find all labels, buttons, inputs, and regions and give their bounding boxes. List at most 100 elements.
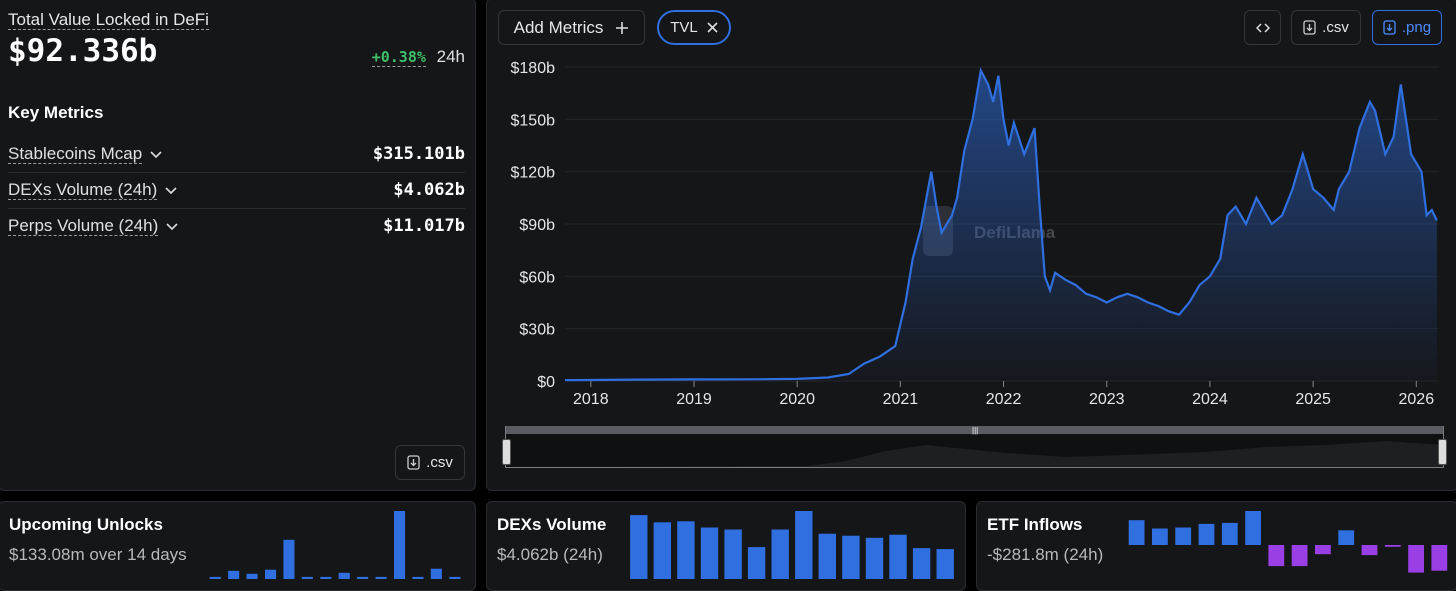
- dex-volume-bar: [771, 529, 789, 579]
- tvl-chip-label: TVL: [670, 19, 698, 36]
- metric-value-dex-volume: $4.062b: [393, 180, 465, 200]
- dex-volume-bar: [912, 548, 931, 579]
- tvl-change: +0.38% 24h: [371, 47, 465, 67]
- download-file-icon: [407, 455, 420, 470]
- x-tick-label: 2018: [573, 391, 609, 408]
- range-brush[interactable]: |||: [502, 426, 1447, 468]
- etf-flow-bar: [1384, 545, 1401, 547]
- etf-flow-bar: [1245, 511, 1261, 545]
- brush-left-handle[interactable]: [502, 439, 511, 465]
- unlock-bar: [338, 572, 350, 579]
- etf-flow-bar: [1315, 545, 1331, 555]
- etf-flow-bar: [1268, 545, 1285, 567]
- x-tick-label: 2024: [1192, 391, 1228, 408]
- x-tick-label: 2021: [883, 391, 919, 408]
- unlocks-title: Upcoming Unlocks: [9, 515, 163, 534]
- dex-volume-panel[interactable]: DEXs Volume $4.062b (24h): [486, 501, 966, 591]
- dex-volume-bar: [865, 537, 884, 579]
- chart-csv-label: .csv: [1322, 19, 1349, 36]
- embed-button[interactable]: [1244, 10, 1281, 45]
- dex-volume-bar: [677, 521, 695, 579]
- tvl-csv-button[interactable]: .csv: [395, 445, 465, 480]
- etf-flow-bar: [1221, 522, 1238, 545]
- tvl-csv-label: .csv: [426, 454, 453, 471]
- unlock-bar: [228, 570, 240, 579]
- tvl-title[interactable]: Total Value Locked in DeFi: [8, 10, 209, 30]
- dex-volume-bar: [630, 515, 648, 579]
- dex-volume-bar: [700, 527, 719, 579]
- unlock-bar: [209, 576, 221, 579]
- tvl-summary-panel: Total Value Locked in DeFi $92.336b +0.3…: [0, 0, 476, 491]
- etf-flow-bar: [1408, 545, 1424, 573]
- y-tick-label: $180b: [511, 60, 556, 77]
- tvl-chip[interactable]: TVL: [657, 10, 731, 45]
- chevron-down-icon[interactable]: [150, 150, 162, 159]
- metric-row-perps-volume[interactable]: Perps Volume (24h) $11.017b: [8, 208, 465, 244]
- brush-preview-area: [506, 441, 1443, 467]
- y-tick-label: $30b: [519, 322, 555, 339]
- dex-volume-subtitle: $4.062b (24h): [497, 545, 603, 564]
- upcoming-unlocks-panel[interactable]: Upcoming Unlocks $133.08m over 14 days: [0, 501, 476, 591]
- x-tick-label: 2023: [1089, 391, 1125, 408]
- y-tick-label: $150b: [511, 112, 556, 129]
- etf-inflows-panel[interactable]: ETF Inflows -$281.8m (24h): [976, 501, 1456, 591]
- etf-flow-bar: [1128, 520, 1145, 545]
- add-metrics-button[interactable]: Add Metrics: [498, 10, 645, 45]
- chart-png-button[interactable]: .png: [1372, 10, 1442, 45]
- unlock-bar: [301, 576, 313, 579]
- dex-volume-bar: [842, 535, 860, 579]
- y-tick-label: $90b: [519, 217, 555, 234]
- etf-flow-bar: [1152, 528, 1168, 545]
- x-tick-label: 2019: [676, 391, 712, 408]
- unlock-bar: [449, 576, 461, 579]
- chevron-down-icon[interactable]: [165, 186, 177, 195]
- dex-volume-bar: [889, 534, 907, 579]
- x-tick-label: 2025: [1295, 391, 1331, 408]
- tvl-value: $92.336b: [8, 33, 158, 69]
- etf-title: ETF Inflows: [987, 515, 1083, 534]
- close-icon[interactable]: [707, 22, 718, 33]
- unlock-bar: [412, 576, 424, 579]
- dex-volume-bar: [653, 522, 671, 579]
- etf-flow-bar: [1338, 530, 1355, 545]
- download-file-icon: [1303, 20, 1316, 35]
- unlock-bar: [357, 576, 369, 579]
- metric-label-perps-volume: Perps Volume (24h): [8, 216, 159, 236]
- unlocks-bar-chart: [209, 511, 461, 579]
- metric-row-dex-volume[interactable]: DEXs Volume (24h) $4.062b: [8, 172, 465, 209]
- unlock-bar: [246, 573, 258, 579]
- tvl-area-chart[interactable]: DefiLlama $0$30b$60b$90b$120b$150b$180b …: [487, 52, 1453, 412]
- unlocks-subtitle: $133.08m over 14 days: [9, 545, 187, 564]
- metric-value-stablecoins: $315.101b: [372, 144, 465, 164]
- key-metrics-heading: Key Metrics: [8, 103, 104, 122]
- tvl-area-fill: [565, 70, 1437, 381]
- unlock-bar: [375, 576, 387, 579]
- metric-label-dex-volume: DEXs Volume (24h): [8, 180, 158, 200]
- etf-flow-bar: [1431, 545, 1448, 571]
- dex-volume-title: DEXs Volume: [497, 515, 607, 534]
- tvl-series-line: [564, 67, 1438, 382]
- add-metrics-label: Add Metrics: [513, 17, 604, 37]
- chevron-down-icon[interactable]: [166, 222, 178, 231]
- dex-volume-bar: [936, 549, 954, 579]
- etf-flow-bar: [1175, 527, 1192, 545]
- x-tick-label: 2026: [1399, 391, 1435, 408]
- y-tick-label: $120b: [511, 165, 556, 182]
- chart-png-label: .png: [1401, 19, 1432, 36]
- range-brush-top-bar[interactable]: [506, 426, 1443, 434]
- unlock-bar: [320, 576, 332, 579]
- y-tick-label: $60b: [519, 269, 555, 286]
- metric-row-stablecoins[interactable]: Stablecoins Mcap $315.101b: [8, 136, 465, 173]
- dex-volume-bar-chart: [630, 511, 954, 579]
- chart-csv-button[interactable]: .csv: [1291, 10, 1361, 45]
- dex-volume-bar: [747, 547, 766, 579]
- tvl-change-period: 24h: [436, 47, 465, 66]
- unlock-bar: [394, 511, 406, 579]
- x-axis: 2018 2019 2020 2021 2022 2023 2024 2025 2026: [573, 381, 1434, 408]
- brush-grip-icon[interactable]: |||: [972, 426, 979, 435]
- dex-volume-bar: [724, 529, 742, 579]
- code-icon: [1255, 22, 1270, 33]
- x-tick-label: 2022: [986, 391, 1022, 408]
- etf-flow-bar: [1361, 545, 1378, 556]
- brush-right-handle[interactable]: [1438, 439, 1447, 465]
